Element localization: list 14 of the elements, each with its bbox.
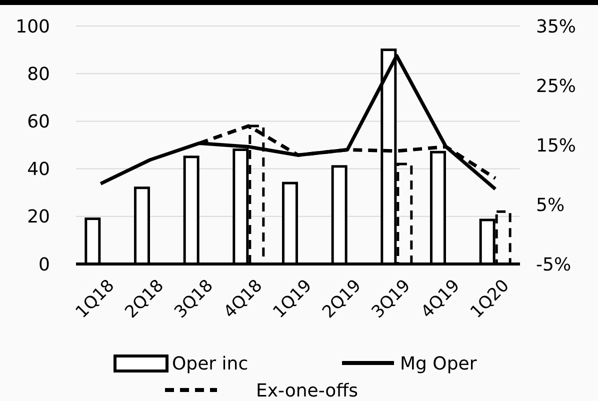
y2-tick-label: 35% (536, 16, 576, 38)
y2-tick-label: 25% (536, 76, 576, 97)
y-tick-label: 60 (27, 112, 50, 132)
y-tick-label: 40 (27, 159, 50, 180)
y2-tick-label: 15% (536, 135, 576, 156)
legend-label: Oper inc (172, 353, 248, 374)
legend-label: Ex-one-offs (256, 380, 358, 401)
y2-tick-label: 5% (536, 194, 565, 216)
y-tick-label: 0 (38, 254, 50, 276)
y2-tick-label: -5% (536, 254, 572, 276)
y-tick-label: 20 (27, 206, 50, 228)
legend-label: Mg Oper (400, 353, 478, 374)
y-tick-label: 100 (16, 16, 50, 38)
y-tick-label: 80 (27, 64, 50, 85)
